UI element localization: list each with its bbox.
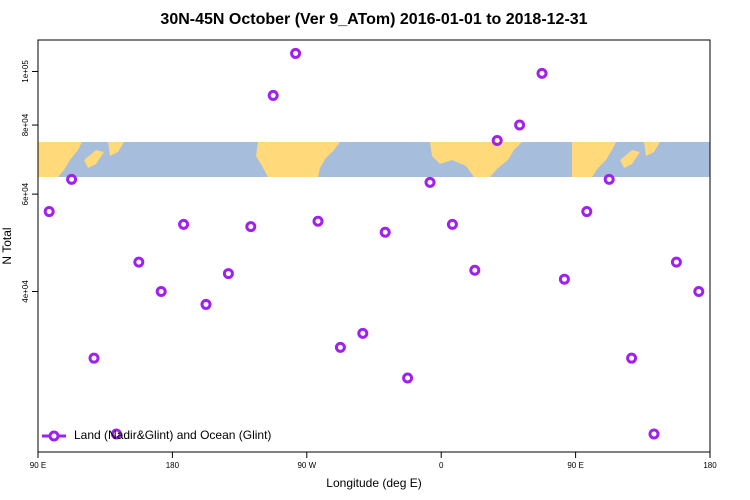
plot-frame xyxy=(37,39,711,453)
data-point xyxy=(110,428,122,440)
data-point xyxy=(424,176,436,188)
y-axis-label: N Total xyxy=(0,227,14,264)
data-point xyxy=(693,285,705,297)
data-point xyxy=(670,256,682,268)
data-point xyxy=(222,268,234,280)
y-tick-label: 8e+04 xyxy=(21,113,30,136)
map-background xyxy=(38,142,710,177)
legend-marker xyxy=(48,430,60,442)
data-point xyxy=(133,256,145,268)
x-axis-label: Longitude (deg E) xyxy=(326,476,421,490)
data-point xyxy=(290,47,302,59)
data-point xyxy=(648,428,660,440)
data-point xyxy=(446,218,458,230)
x-tick-label: 180 xyxy=(166,461,180,470)
data-point xyxy=(491,135,503,147)
data-point xyxy=(267,89,279,101)
data-point xyxy=(581,206,593,218)
y-tick-label: 1e+05 xyxy=(21,60,30,83)
data-point xyxy=(66,173,78,185)
data-point xyxy=(312,215,324,227)
y-tick-label: 6e+04 xyxy=(21,182,30,205)
x-tick-label: 0 xyxy=(439,461,444,470)
data-point xyxy=(88,352,100,364)
data-point xyxy=(469,264,481,276)
data-point xyxy=(558,273,570,285)
data-point xyxy=(178,218,190,230)
data-point xyxy=(379,226,391,238)
chart-title: 30N-45N October (Ver 9_ATom) 2016-01-01 … xyxy=(160,11,587,28)
data-point xyxy=(245,221,257,233)
data-point xyxy=(626,352,638,364)
data-point xyxy=(200,298,212,310)
data-point xyxy=(514,119,526,131)
x-tick-label: 90 E xyxy=(30,461,46,470)
data-point xyxy=(402,372,414,384)
y-tick-label: 4e+04 xyxy=(21,280,30,303)
x-tick-label: 90 W xyxy=(297,461,316,470)
data-point xyxy=(603,173,615,185)
x-tick-label: 180 xyxy=(703,461,717,470)
data-point xyxy=(43,206,55,218)
data-point xyxy=(357,327,369,339)
data-point xyxy=(334,341,346,353)
x-tick-label: 90 E xyxy=(567,461,583,470)
data-point xyxy=(536,67,548,79)
data-point xyxy=(155,285,167,297)
legend-label: Land (Nadir&Glint) and Ocean (Glint) xyxy=(74,428,271,442)
